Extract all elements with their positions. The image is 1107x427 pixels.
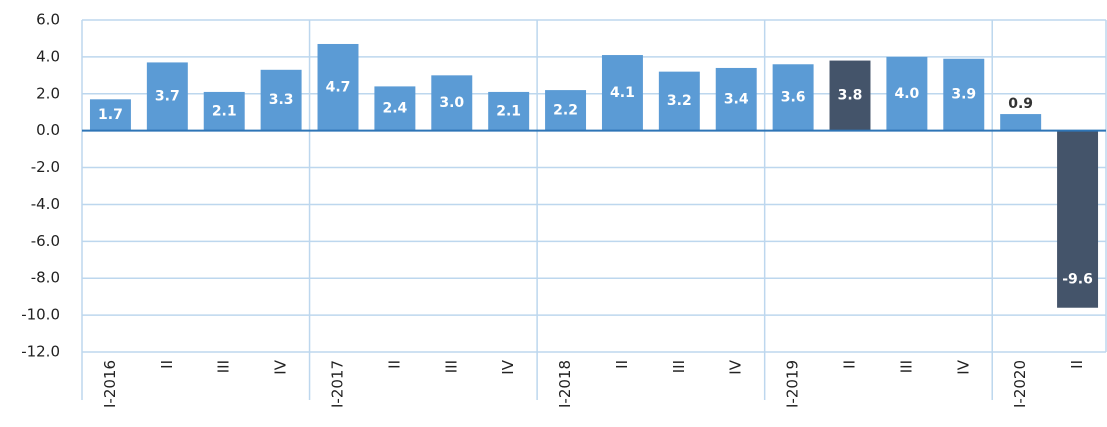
bar (89, 99, 131, 131)
bar (317, 43, 359, 131)
value-label: 4.0 (894, 86, 919, 102)
value-label: 2.1 (212, 103, 237, 119)
value-label: 2.1 (496, 103, 521, 119)
bar (488, 91, 530, 131)
x-tick-label: II (385, 360, 403, 369)
value-label: 3.4 (724, 91, 749, 107)
bar (886, 56, 928, 131)
x-tick-label: III (897, 360, 915, 373)
bar (1057, 130, 1099, 308)
value-label: 3.0 (439, 95, 464, 111)
x-tick-label: II (158, 360, 176, 369)
x-tick-label: II (1068, 360, 1086, 369)
bar (829, 60, 871, 131)
y-tick-label: 2.0 (36, 84, 60, 102)
y-tick-label: -2.0 (31, 158, 60, 176)
bar (146, 62, 188, 131)
value-label: 3.7 (155, 89, 180, 105)
bar (772, 64, 814, 131)
y-tick-label: 6.0 (36, 11, 60, 29)
value-label: 2.4 (382, 101, 407, 117)
x-tick-label: IV (727, 359, 745, 374)
x-tick-label: I-2016 (101, 360, 119, 408)
bar (374, 86, 416, 131)
bar (203, 91, 245, 131)
bar (431, 75, 473, 131)
x-tick-label: III (670, 360, 688, 373)
value-label: 3.9 (951, 87, 976, 103)
x-tick-label: I-2017 (329, 360, 347, 408)
value-label: 3.8 (838, 88, 863, 104)
value-label: 4.1 (610, 85, 635, 101)
value-label: 2.2 (553, 102, 578, 118)
bar (715, 67, 757, 131)
x-tick-label: IV (954, 359, 972, 374)
bar (1000, 114, 1042, 131)
y-tick-label: -10.0 (21, 306, 60, 324)
x-tick-label: II (841, 360, 859, 369)
x-tick-label: IV (272, 359, 290, 374)
y-tick-label: -4.0 (31, 195, 60, 213)
x-tick-label: I-2018 (556, 360, 574, 408)
y-tick-label: 0.0 (36, 121, 60, 139)
x-tick-label: III (215, 360, 233, 373)
y-tick-label: 4.0 (36, 47, 60, 65)
y-tick-label: -8.0 (31, 269, 60, 287)
x-tick-label: II (613, 360, 631, 369)
bar (658, 71, 700, 131)
bar (601, 55, 643, 131)
value-label: 1.7 (98, 107, 123, 123)
value-label: 3.2 (667, 93, 692, 109)
x-tick-label: III (442, 360, 460, 373)
x-tick-label: IV (499, 359, 517, 374)
x-tick-label: I-2020 (1011, 360, 1029, 408)
value-label: 3.3 (269, 92, 294, 108)
bar (260, 69, 302, 131)
value-label: 3.6 (781, 89, 806, 105)
x-tick-label: I-2019 (784, 360, 802, 408)
value-label: 0.9 (1008, 96, 1033, 112)
bar (545, 90, 587, 131)
value-label: -9.6 (1062, 272, 1093, 288)
y-tick-label: -6.0 (31, 232, 60, 250)
y-tick-label: -12.0 (21, 343, 60, 361)
value-label: 4.7 (326, 79, 351, 95)
bar (943, 58, 985, 131)
